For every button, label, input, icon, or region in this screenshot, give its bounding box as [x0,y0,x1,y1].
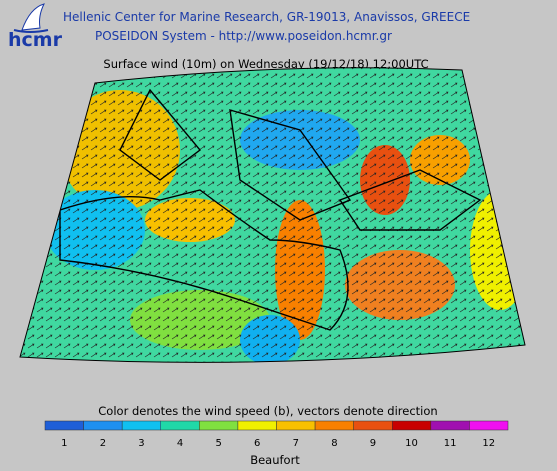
logo: hcmr [8,3,63,51]
colorbar-cell [430,420,470,431]
colorbar-cell [199,420,239,431]
colorbar-label: 10 [405,438,418,449]
colorbar-label: 3 [138,438,144,449]
colorbar-label: 1 [61,438,67,449]
colorbar-label: 5 [215,438,221,449]
header-line: POSEIDON System - http://www.poseidon.hc… [95,29,392,43]
colorbar-cell [121,420,161,431]
wind-map [20,67,525,363]
colorbar: 1 2 3 4 5 6 7 8 9 10 11 12 [44,420,509,449]
colorbar-label: 11 [444,438,457,449]
colorbar-cell [44,420,84,431]
logo-text: hcmr [8,29,63,51]
colorbar-label: 2 [100,438,106,449]
colorbar-cell [353,420,393,431]
colorbar-cell [237,420,277,431]
colorbar-cell [160,420,200,431]
colorbar-label: 4 [177,438,183,449]
colorbar-label: 8 [331,438,337,449]
colorbar-cell [83,420,123,431]
colorbar-cell [392,420,432,431]
colorbar-cell [314,420,354,431]
legend-unit: Beaufort [250,453,300,467]
header-line: Hellenic Center for Marine Research, GR-… [63,10,470,24]
legend-caption: Color denotes the wind speed (b), vector… [98,404,437,418]
colorbar-cell [276,420,316,431]
colorbar-label: 9 [370,438,376,449]
colorbar-label: 12 [482,438,495,449]
colorbar-cell [469,420,509,431]
colorbar-label: 6 [254,438,260,449]
colorbar-label: 7 [293,438,299,449]
